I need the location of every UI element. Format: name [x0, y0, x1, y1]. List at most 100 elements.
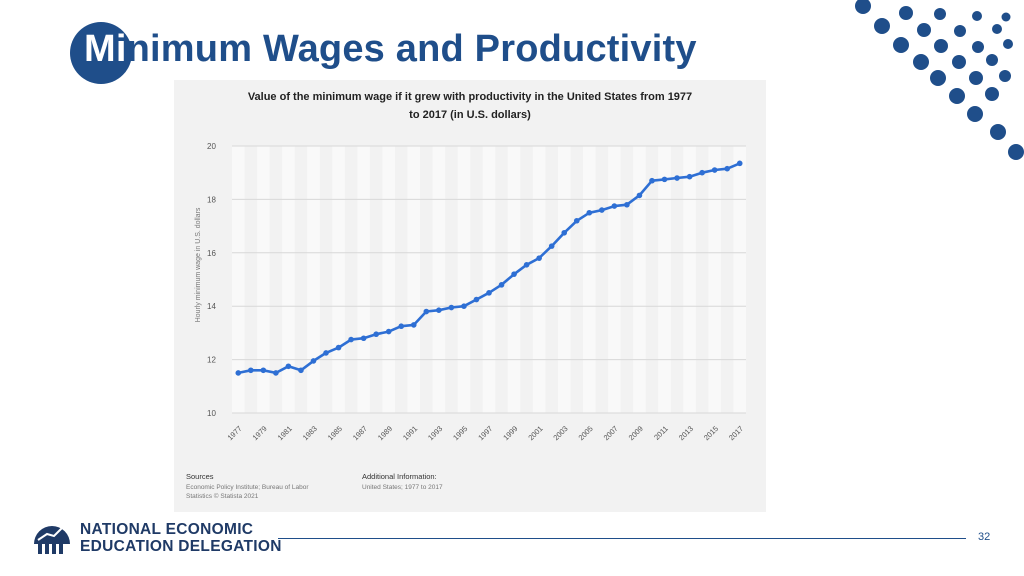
band	[633, 146, 646, 413]
y-tick-label: 20	[207, 142, 216, 151]
dot	[1001, 12, 1011, 22]
data-point	[323, 350, 329, 356]
x-tick-label: 2009	[627, 424, 645, 442]
x-tick-labels: 1977 1979 1981 1983 1985 1987 1989 1991 1993 1995…	[226, 424, 746, 442]
chart-title-line2: to 2017 (in U.S. dollars)	[409, 109, 531, 121]
x-tick-label: 2007	[602, 424, 620, 442]
data-point	[649, 177, 655, 184]
data-point	[498, 282, 505, 288]
x-tick-label: 1977	[226, 424, 244, 442]
data-point	[310, 358, 317, 364]
band	[307, 146, 320, 413]
band	[683, 146, 696, 413]
band	[482, 146, 496, 413]
data-point	[461, 303, 467, 309]
organization-name-line2: EDUCATION DELEGATION	[80, 538, 282, 555]
data-point	[235, 370, 242, 376]
line-chart: Value of the minimum wage if it grew wit…	[195, 91, 746, 442]
data-point	[548, 243, 555, 249]
footer-divider	[278, 538, 966, 539]
dot	[899, 6, 913, 20]
dot	[930, 70, 946, 86]
dot	[972, 41, 984, 53]
data-point	[473, 296, 480, 303]
x-tick-label: 1983	[301, 424, 319, 442]
band	[357, 146, 370, 413]
dot	[985, 87, 999, 101]
slide-title: Minimum Wages and Productivity	[84, 28, 697, 71]
band	[407, 146, 421, 413]
y-tick-label: 16	[207, 249, 216, 258]
additional-info-heading: Additional Information:	[362, 472, 437, 481]
data-point	[285, 363, 292, 370]
data-point	[561, 229, 568, 236]
alternating-bands	[232, 146, 746, 413]
data-point	[486, 290, 492, 296]
data-point	[586, 209, 593, 216]
data-point	[398, 323, 405, 330]
chart-panel: Value of the minimum wage if it grew wit…	[174, 80, 766, 512]
dot	[917, 23, 931, 37]
data-point	[661, 176, 668, 183]
data-point	[599, 207, 605, 213]
dot	[893, 37, 909, 53]
x-tick-label: 1981	[276, 424, 294, 442]
dot	[934, 39, 948, 53]
band	[608, 146, 621, 413]
x-tick-label: 1979	[251, 424, 269, 442]
data-point	[711, 167, 718, 173]
y-tick-label: 18	[207, 195, 216, 204]
sources-text: Economic Policy Institute; Bureau of Lab…	[186, 484, 309, 500]
band	[507, 146, 521, 413]
dot	[1008, 144, 1024, 160]
x-tick-label: 2011	[652, 424, 670, 442]
x-tick-label: 2005	[577, 424, 595, 442]
y-tick-labels: 10 12 14 16 18 20	[207, 142, 216, 418]
data-point	[436, 307, 442, 314]
data-point	[385, 328, 392, 335]
dot	[999, 70, 1011, 82]
dot	[1003, 39, 1013, 49]
x-tick-label: 1997	[476, 424, 494, 442]
x-tick-label: 1999	[501, 424, 519, 442]
gridlines	[232, 145, 746, 414]
data-point	[523, 262, 530, 268]
data-point	[260, 367, 267, 374]
slide-title-rest: nimum Wages and Productivity	[126, 28, 697, 70]
dot	[952, 55, 966, 69]
additional-info-text: United States; 1977 to 2017	[362, 484, 443, 491]
data-point	[736, 160, 743, 167]
organization-logo	[34, 523, 70, 554]
data-point	[511, 271, 517, 277]
data-point	[624, 201, 630, 208]
dot	[986, 54, 998, 66]
dot	[949, 88, 965, 104]
band	[332, 146, 345, 413]
band	[382, 146, 395, 413]
band	[708, 146, 721, 413]
data-point	[611, 203, 618, 209]
band	[232, 146, 245, 413]
band	[658, 146, 671, 413]
band	[457, 146, 471, 413]
y-axis-label: Hourly minimum wage in U.S. dollars	[195, 207, 202, 322]
data-point	[410, 322, 417, 328]
x-tick-label: 1985	[326, 424, 344, 442]
data-point	[273, 370, 279, 376]
y-tick-label: 14	[207, 302, 216, 311]
x-tick-label: 2013	[677, 424, 695, 442]
x-tick-label: 2001	[526, 424, 544, 442]
dot	[967, 106, 983, 122]
band	[432, 146, 446, 413]
dot	[972, 11, 982, 21]
chart-title-line1: Value of the minimum wage if it grew wit…	[248, 91, 692, 103]
data-point	[348, 336, 354, 343]
dot	[990, 124, 1006, 140]
band	[532, 146, 546, 413]
dot	[874, 18, 890, 34]
data-point	[636, 192, 643, 199]
dot	[855, 0, 871, 14]
data-point	[674, 175, 680, 181]
title-circle	[70, 22, 132, 84]
x-tick-label: 1987	[351, 424, 369, 442]
